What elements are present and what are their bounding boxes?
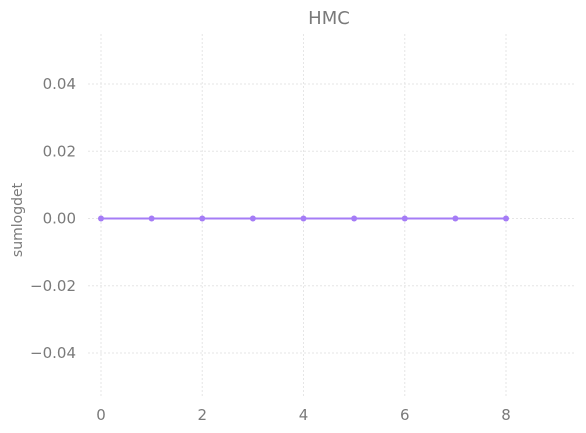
x-tick-label: 2 <box>197 406 207 424</box>
data-point <box>300 215 307 222</box>
grid-lines <box>88 34 576 398</box>
chart-title: HMC <box>308 8 350 29</box>
x-tick-label: 4 <box>299 406 309 424</box>
y-tick-label: 0.00 <box>43 210 76 228</box>
data-point <box>503 215 509 222</box>
data-point <box>148 215 155 222</box>
x-tick-label: 0 <box>96 406 106 424</box>
data-point <box>401 215 408 222</box>
y-tick-labels: 0.04 0.02 0.00 −0.02 −0.04 <box>30 75 76 362</box>
x-tick-label: 8 <box>501 406 511 424</box>
data-point <box>98 215 104 222</box>
series-layer <box>98 215 509 222</box>
data-point <box>249 215 256 222</box>
x-tick-labels: 0 2 4 6 8 <box>96 406 511 424</box>
y-tick-label: 0.04 <box>43 75 76 93</box>
data-point <box>452 215 459 222</box>
data-point <box>351 215 358 222</box>
data-point <box>199 215 206 222</box>
y-tick-label: −0.02 <box>30 277 76 295</box>
y-tick-label: −0.04 <box>30 344 76 362</box>
y-axis-label: sumlogdet <box>10 182 26 257</box>
x-tick-label: 6 <box>400 406 410 424</box>
y-tick-label: 0.02 <box>43 142 76 160</box>
